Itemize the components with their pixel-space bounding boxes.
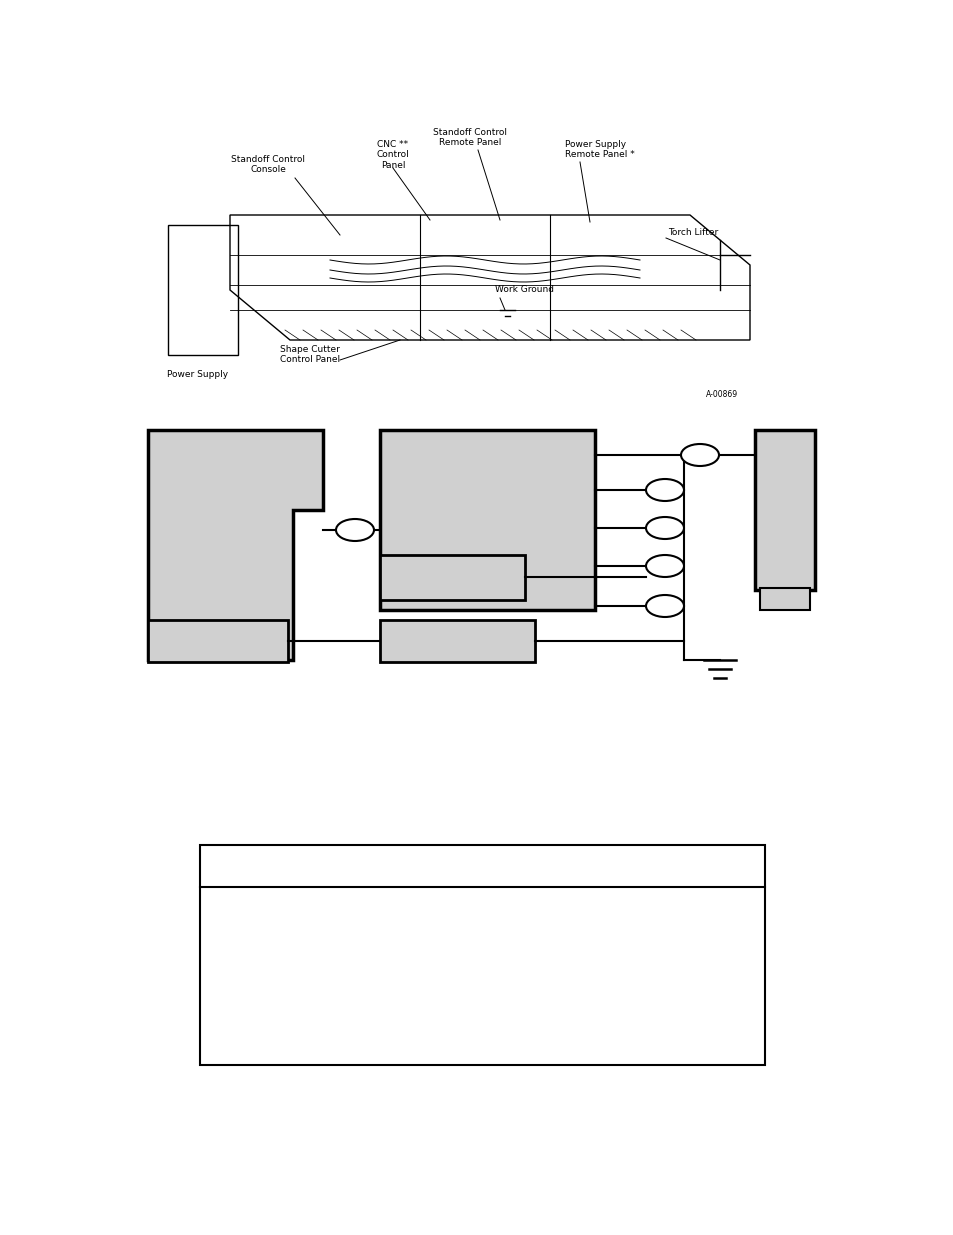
Ellipse shape <box>645 595 683 618</box>
Bar <box>760 588 809 610</box>
Bar <box>379 430 595 610</box>
Text: Work Ground: Work Ground <box>495 285 554 294</box>
Ellipse shape <box>680 445 719 466</box>
Bar <box>168 225 237 354</box>
Text: A-00869: A-00869 <box>705 390 738 399</box>
Polygon shape <box>148 430 323 659</box>
Ellipse shape <box>645 517 683 538</box>
Text: Shape Cutter
Control Panel: Shape Cutter Control Panel <box>279 345 339 364</box>
Bar <box>754 430 814 590</box>
Ellipse shape <box>645 555 683 577</box>
Text: Standoff Control
Remote Panel: Standoff Control Remote Panel <box>433 128 506 147</box>
Text: Standoff Control
Console: Standoff Control Console <box>231 156 305 174</box>
Ellipse shape <box>645 479 683 501</box>
Text: CNC **
Control
Panel: CNC ** Control Panel <box>376 140 409 169</box>
Bar <box>148 620 288 662</box>
Text: Power Supply
Remote Panel *: Power Supply Remote Panel * <box>564 140 634 159</box>
Text: Torch Lifter: Torch Lifter <box>667 227 718 236</box>
Bar <box>379 555 524 600</box>
Text: Power Supply: Power Supply <box>168 370 229 379</box>
Bar <box>379 620 535 662</box>
Ellipse shape <box>335 519 374 541</box>
Bar <box>200 845 764 1065</box>
